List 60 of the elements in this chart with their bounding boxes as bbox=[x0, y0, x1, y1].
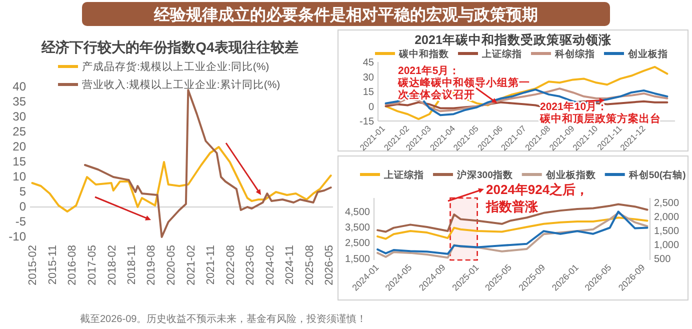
y2-tick-label: 1,000 bbox=[654, 240, 680, 251]
x-tick-label: 2023-05 bbox=[244, 245, 257, 286]
x-tick-label: 2019-08 bbox=[146, 245, 158, 286]
y-tick-label: -10 bbox=[8, 230, 26, 244]
x-tick-label: 2015-02 bbox=[27, 245, 40, 286]
legend-label: 创业板指 bbox=[627, 48, 668, 60]
line-series bbox=[84, 89, 332, 238]
x-tick-label: 2024-11 bbox=[284, 245, 296, 285]
legend-label: 沪深300指数 bbox=[456, 169, 514, 181]
y-tick-label: 25 bbox=[12, 124, 26, 138]
y-tick-label: 40 bbox=[12, 80, 26, 94]
y2-tick-label: 2,500 bbox=[654, 198, 680, 210]
y2-tick-label: 2,000 bbox=[654, 212, 680, 224]
legend-label: 碳中和指数 bbox=[398, 48, 450, 60]
y-tick-label: 1,500 bbox=[344, 254, 370, 265]
y-tick-label: -15 bbox=[360, 116, 374, 128]
y-tick-label: 10 bbox=[12, 170, 26, 184]
legend-label: 上证综指 bbox=[383, 169, 424, 181]
x-tick-label: 2018-02 bbox=[106, 245, 118, 286]
chart-title: 经验规律成立的必要条件是相对平稳的宏观与政策预期 bbox=[153, 5, 538, 24]
y2-tick-label: 1,500 bbox=[654, 226, 680, 238]
x-tick-label: 2026-05 bbox=[324, 245, 336, 286]
x-tick-label: 2017-05 bbox=[86, 245, 98, 286]
legend-label: 产成品存货:规模以上工业企业:同比(%) bbox=[82, 60, 270, 73]
chart-title: 2021年碳中和指数受政策驱动领涨 bbox=[414, 32, 612, 47]
x-tick-label: 2021-02 bbox=[185, 245, 198, 286]
text: 截至2026-09。历史收益不预示未来，基金有风险，投资须谨慎！ bbox=[80, 313, 367, 325]
y-tick-label: 4,500 bbox=[344, 206, 370, 218]
y-tick-label: 20 bbox=[12, 140, 26, 154]
band-label: 2024年924之后，指数普涨 bbox=[485, 182, 589, 214]
y-tick-label: 3,500 bbox=[344, 222, 370, 234]
legend-label: 上证综指 bbox=[481, 48, 522, 60]
y-tick-label: 2,500 bbox=[344, 238, 370, 250]
y-tick-label: 30 bbox=[12, 110, 26, 124]
legend-label: 科创综指 bbox=[554, 48, 595, 60]
x-tick-label: 2016-08 bbox=[66, 245, 79, 286]
x-tick-label: 2018-11 bbox=[126, 245, 138, 285]
y-tick-label: 45 bbox=[362, 58, 374, 68]
y-tick-label: 15 bbox=[12, 154, 26, 168]
y2-tick-label: 500 bbox=[654, 254, 672, 265]
chart-subtitle: 经济下行较大的年份指数Q4表现往往较差 bbox=[40, 39, 298, 55]
legend-label: 科创50(右轴) bbox=[628, 169, 686, 181]
x-tick-label: 2015-11 bbox=[46, 245, 59, 285]
y-tick-label: -5 bbox=[15, 214, 26, 228]
x-tick-label: 2024-02 bbox=[264, 245, 276, 286]
x-tick-label: 2020-05 bbox=[165, 245, 178, 286]
legend-label: 创业板指数 bbox=[544, 169, 597, 181]
y-tick-label: 30 bbox=[362, 72, 374, 84]
y-tick-label: 35 bbox=[12, 94, 26, 108]
y-tick-label: 0 bbox=[19, 200, 26, 214]
y-tick-label: 15 bbox=[362, 87, 374, 98]
x-tick-label: 2025-08 bbox=[304, 245, 316, 286]
x-tick-label: 2022-08 bbox=[224, 245, 237, 286]
y-tick-label: 0 bbox=[368, 102, 374, 113]
x-tick-label: 2021-11 bbox=[205, 245, 218, 285]
line-series bbox=[376, 216, 648, 240]
line-series bbox=[31, 146, 332, 212]
line-series bbox=[384, 88, 668, 112]
legend-label: 营业收入:规模以上工业企业:累计同比(%) bbox=[82, 78, 280, 91]
y-tick-label: 5 bbox=[19, 184, 26, 198]
